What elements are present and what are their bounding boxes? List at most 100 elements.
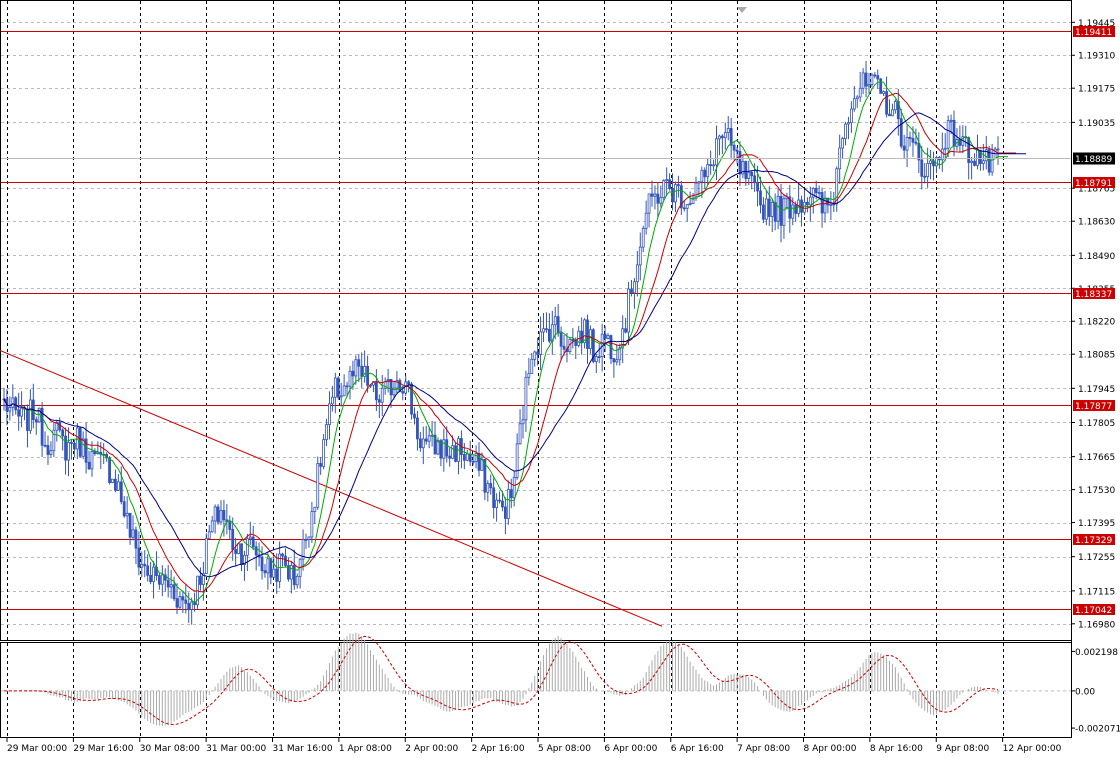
candle-body (940, 148, 944, 161)
candle-body (474, 453, 478, 463)
level-label-bg (1073, 400, 1115, 411)
level-label: 1.17329 (1075, 536, 1112, 546)
candle-body (518, 423, 522, 445)
candle-body (319, 463, 323, 467)
candle-body (896, 101, 900, 120)
level-price-labels: 1.19411 1.18791 1.18337 1.17877 1.17329 1.170… (1073, 26, 1115, 616)
candle-body (627, 288, 630, 333)
price-tick-label: 1.18490 (1078, 252, 1115, 262)
candle-body (357, 359, 361, 367)
candle-body (723, 132, 727, 139)
candle-body (28, 399, 32, 431)
candle-body (43, 444, 47, 447)
moving-average-slow (3, 112, 1026, 578)
candle-body (292, 565, 296, 586)
candle-body (553, 316, 557, 326)
candle-body (451, 445, 455, 459)
time-tick-label: 6 Apr 16:00 (671, 744, 724, 754)
candle-body (814, 187, 818, 194)
candle-body (333, 377, 337, 398)
candle-body (738, 151, 742, 175)
candle-body (679, 185, 683, 209)
candle-body (612, 358, 616, 363)
candle-body (759, 190, 762, 206)
time-tick-label: 29 Mar 16:00 (73, 744, 133, 754)
chart-shift-marker[interactable] (737, 7, 747, 13)
candle-body (72, 442, 76, 450)
candle-body (275, 568, 279, 582)
candle-body (325, 424, 328, 441)
price-tick-label: 1.19310 (1078, 52, 1115, 62)
candle-body (882, 91, 886, 94)
candle-body (923, 175, 927, 178)
candle-body (407, 381, 411, 385)
candle-body (61, 429, 65, 437)
candle-body (93, 451, 97, 454)
candle-body (527, 373, 531, 378)
candle-body (650, 193, 654, 197)
candle-body (574, 340, 578, 346)
time-tick-label: 29 Mar 00:00 (7, 744, 67, 754)
candle-body (970, 160, 974, 163)
candle-body (715, 138, 718, 166)
candle-body (762, 204, 765, 220)
price-tick-label: 1.17530 (1078, 486, 1115, 496)
candle-body (720, 135, 724, 139)
candle-body (879, 78, 883, 94)
candle-body (248, 536, 252, 540)
candle-body (339, 395, 343, 398)
candle-body (706, 164, 710, 178)
candle-body (360, 365, 364, 377)
candle-body (204, 537, 208, 574)
candle-body (495, 499, 499, 509)
price-tick-label: 1.17805 (1078, 419, 1115, 429)
candle-body (468, 453, 472, 462)
candle-body (861, 72, 865, 89)
candle-body (735, 149, 739, 152)
candle-body (764, 198, 768, 220)
candle-body (726, 128, 730, 133)
candle-body (354, 359, 358, 377)
candle-body (231, 528, 235, 550)
candle-body (363, 365, 367, 377)
candle-body (867, 84, 871, 87)
candle-body (753, 175, 757, 184)
current-price-marker: 1.18889 (1, 152, 1115, 165)
candle-body (421, 438, 425, 449)
candle-body (263, 570, 267, 574)
candle-body (442, 439, 446, 459)
candle-body (304, 539, 308, 541)
candle-body (800, 199, 803, 213)
candle-body (979, 149, 982, 164)
candle-body (116, 481, 120, 491)
candle-body (64, 435, 67, 461)
oscillator-tick-label: -0.002071 (1075, 725, 1120, 735)
candle-body (873, 74, 877, 77)
time-tick-label: 31 Mar 16:00 (273, 744, 333, 754)
candle-body (662, 180, 666, 198)
candle-body (492, 487, 496, 509)
candle-body (750, 171, 754, 177)
candle-body (545, 328, 548, 331)
oscillator-axis-ticks: 0.002198 0.00 -0.002071 (1071, 648, 1120, 735)
candle-body (146, 565, 150, 576)
candle-body (533, 351, 537, 360)
candle-body (166, 579, 170, 588)
candle-body (111, 478, 114, 483)
price-tick-label: 1.17945 (1078, 385, 1115, 395)
candle-body (756, 182, 759, 192)
candle-body (893, 101, 897, 111)
candle-body (90, 451, 94, 470)
candle-body (175, 598, 179, 608)
candle-body (676, 184, 680, 187)
time-tick-label: 9 Apr 08:00 (936, 744, 989, 754)
candle-body (169, 584, 173, 588)
trendline[interactable] (0, 350, 663, 627)
candle-body (621, 328, 625, 349)
candle-body (392, 387, 396, 396)
price-tick-label: 1.17665 (1078, 453, 1115, 463)
level-label: 1.17042 (1075, 606, 1112, 616)
candle-body (237, 543, 240, 554)
